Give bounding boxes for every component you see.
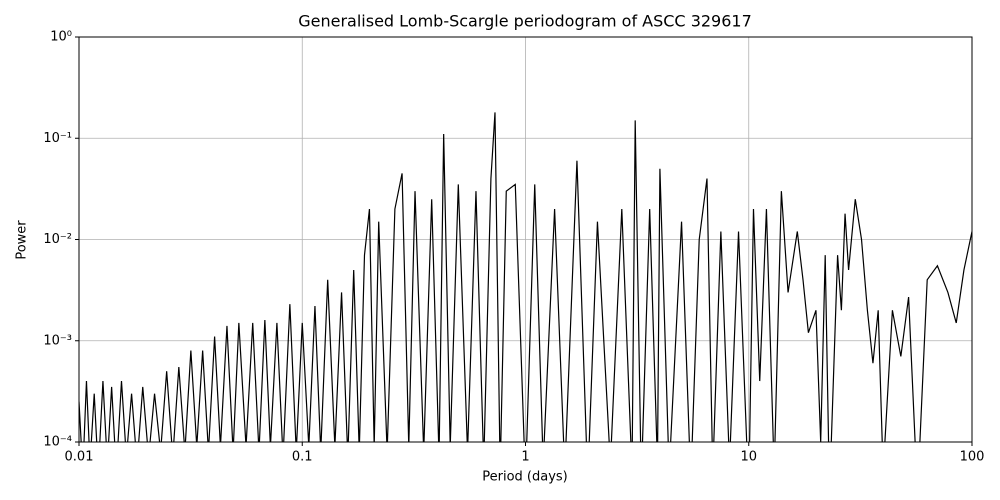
y-tick-label: 10⁻² bbox=[43, 232, 72, 247]
plot-frame bbox=[78, 36, 973, 443]
x-tick-label: 100 bbox=[960, 450, 985, 465]
x-tick-label: 1 bbox=[521, 450, 529, 465]
x-axis-label: Period (days) bbox=[482, 470, 568, 485]
y-tick-label: 10⁻⁴ bbox=[43, 435, 72, 450]
y-tick-label: 10⁻³ bbox=[43, 333, 72, 348]
y-tick-label: 10⁰ bbox=[50, 30, 72, 45]
x-tick-label: 0.01 bbox=[65, 450, 94, 465]
y-axis-label: Power bbox=[15, 220, 30, 260]
x-tick-label: 0.1 bbox=[292, 450, 313, 465]
data-line bbox=[79, 112, 972, 442]
x-tick-label: 10 bbox=[740, 450, 757, 465]
y-tick-label: 10⁻¹ bbox=[43, 131, 72, 146]
chart-title: Generalised Lomb-Scargle periodogram of … bbox=[298, 12, 752, 31]
